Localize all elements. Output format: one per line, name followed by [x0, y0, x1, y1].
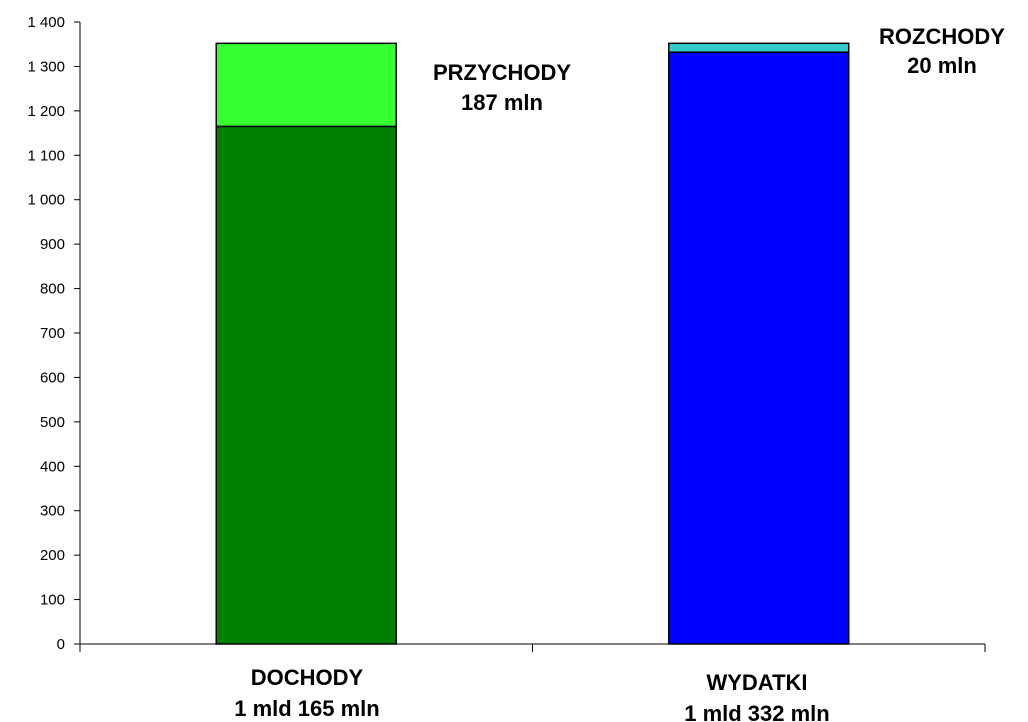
y-tick-label: 800 — [40, 281, 65, 298]
annotation-przychody-value: 187 mln — [461, 90, 543, 115]
category-label-dochody-title: DOCHODY — [251, 665, 364, 690]
annotation-przychody-title: PRZYCHODY — [433, 60, 571, 85]
annotation-rozchody-title: ROZCHODY — [879, 24, 1005, 49]
category-label-wydatki-value: 1 mld 332 mln — [684, 701, 830, 722]
bar-segment-0-0 — [215, 125, 397, 645]
annotation-rozchody-value: 20 mln — [907, 53, 977, 78]
y-tick-label: 1 300 — [27, 58, 65, 75]
y-tick-label: 0 — [57, 636, 65, 653]
bar-segment-0-1 — [215, 42, 397, 128]
bar-segment-1-0 — [668, 51, 850, 645]
category-label-dochody-value: 1 mld 165 mln — [234, 696, 380, 721]
y-tick-label: 1 000 — [27, 192, 65, 209]
y-tick-label: 700 — [40, 325, 65, 342]
y-tick-label: 900 — [40, 236, 65, 253]
y-tick-label: 1 100 — [27, 147, 65, 164]
category-label-wydatki-title: WYDATKI — [706, 670, 807, 695]
y-tick-label: 500 — [40, 414, 65, 431]
y-tick-label: 100 — [40, 592, 65, 609]
y-tick-label: 400 — [40, 458, 65, 475]
y-tick-label: 200 — [40, 547, 65, 564]
y-tick-label: 600 — [40, 369, 65, 386]
bar-segment-1-1 — [668, 42, 850, 53]
y-tick-label: 1 400 — [27, 14, 65, 31]
y-tick-label: 300 — [40, 503, 65, 520]
y-tick-label: 1 200 — [27, 103, 65, 120]
